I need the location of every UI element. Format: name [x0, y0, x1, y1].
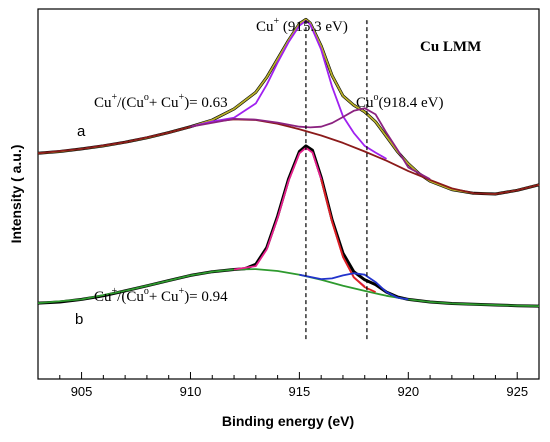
- x-tick-label: 910: [180, 384, 202, 399]
- x-tick-label: 905: [71, 384, 93, 399]
- series-line-b-cu_zero_component: [299, 272, 409, 301]
- annotation-ratio-b: Cu+/(Cuo+ Cu+)= 0.94: [94, 286, 228, 305]
- series-line-b-cu_plus_component: [233, 146, 366, 288]
- series-line-a-cu_plus_component: [190, 19, 387, 160]
- x-axis-ticks: 905 910 915 920 925: [37, 372, 540, 399]
- series-line-a-background: [37, 118, 540, 195]
- annotation-cu-plus-peak: Cu+ (915.3 eV): [256, 16, 348, 35]
- x-tick-label: 925: [506, 384, 528, 399]
- annotation-cu-zero-peak: Cuo(918.4 eV): [356, 92, 444, 111]
- x-axis-label: Binding energy (eV): [222, 413, 354, 429]
- panel-label-b: b: [75, 311, 83, 328]
- y-axis-label: Intensity ( a.u.): [8, 145, 24, 244]
- annotation-ratio-a: Cu+/(Cuo+ Cu+)= 0.63: [94, 92, 228, 111]
- plot-frame: [37, 8, 540, 380]
- series-layer: [37, 17, 540, 308]
- series-line-a-cu_zero_component: [190, 107, 431, 180]
- chart-title: Cu LMM: [420, 39, 481, 55]
- x-tick-label: 920: [397, 384, 419, 399]
- x-tick-label: 915: [289, 384, 311, 399]
- series-line-b-data: [37, 144, 540, 308]
- panel-label-a: a: [77, 123, 86, 140]
- guide-lines: [305, 20, 368, 342]
